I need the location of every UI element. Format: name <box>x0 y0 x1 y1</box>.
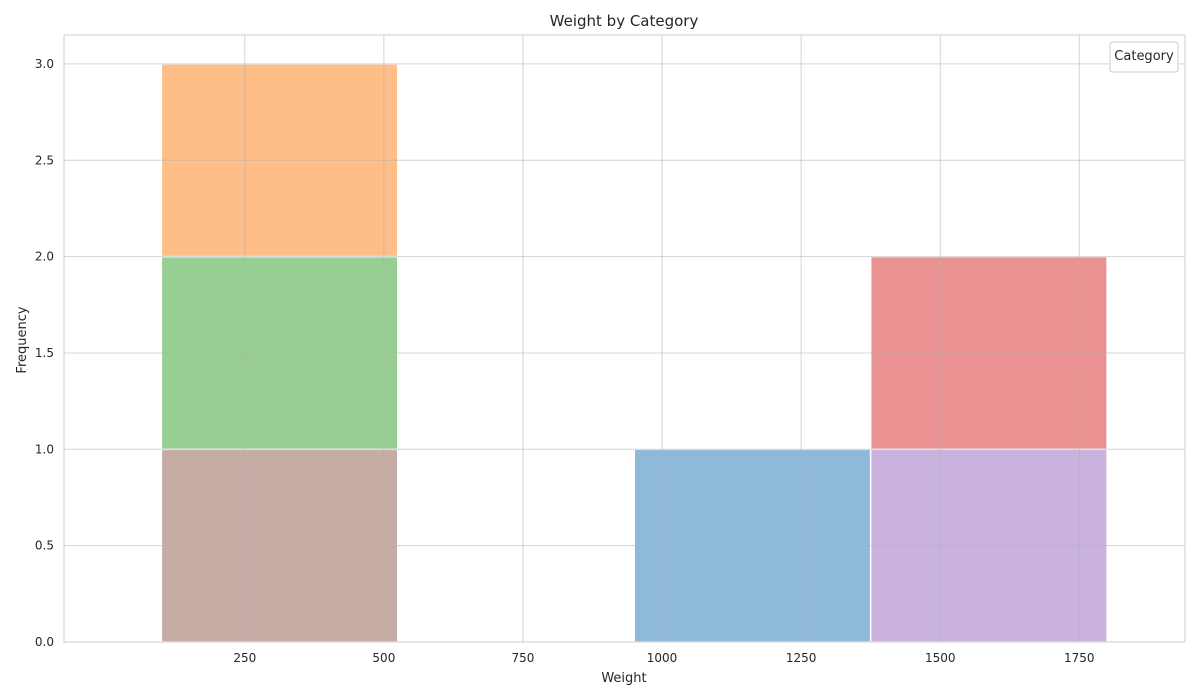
y-tick-label: 2.5 <box>35 153 54 167</box>
y-tick-label: 2.0 <box>35 250 54 264</box>
x-tick-label: 500 <box>372 651 395 665</box>
legend: Category <box>1109 41 1179 73</box>
x-tick-label: 1750 <box>1064 651 1095 665</box>
y-tick-label: 1.0 <box>35 442 54 456</box>
x-tick-label: 250 <box>233 651 256 665</box>
x-tick-label: 1000 <box>647 651 678 665</box>
chart-title: Weight by Category <box>550 12 699 30</box>
y-axis-label: Frequency <box>15 306 30 373</box>
x-tick-labels: 250 500 750 1000 1250 1500 1750 <box>233 651 1094 665</box>
x-axis-label: Weight <box>601 671 646 686</box>
y-tick-label: 0.0 <box>35 635 54 649</box>
y-tick-label: 3.0 <box>35 57 54 71</box>
legend-box <box>1109 41 1179 73</box>
x-tick-label: 1250 <box>786 651 817 665</box>
legend-title: Category <box>1114 49 1174 64</box>
x-tick-label: 750 <box>512 651 535 665</box>
x-tick-label: 1500 <box>925 651 956 665</box>
y-tick-labels: 0.0 0.5 1.0 1.5 2.0 2.5 3.0 <box>35 57 54 649</box>
y-tick-label: 1.5 <box>35 346 54 360</box>
y-tick-label: 0.5 <box>35 539 54 553</box>
plot-frame <box>63 34 1186 643</box>
